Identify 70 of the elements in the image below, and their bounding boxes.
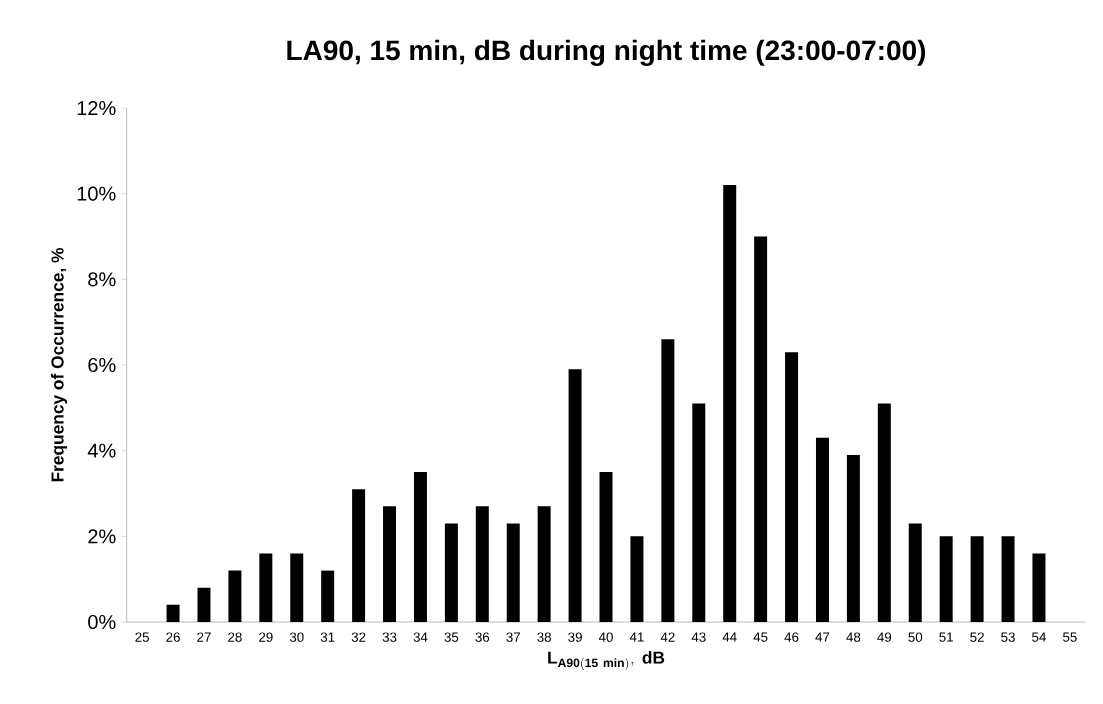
bar (692, 403, 706, 622)
x-tick-label: 35 (444, 632, 459, 642)
bar (1001, 536, 1015, 622)
bar (228, 570, 242, 622)
x-tick-label: 43 (691, 632, 706, 642)
bar (568, 369, 582, 622)
x-tick-label: 55 (1063, 632, 1077, 642)
bar (970, 536, 984, 622)
x-tick-label: 48 (846, 632, 861, 642)
bar (444, 523, 458, 622)
bar (290, 553, 304, 622)
x-tick-label: 28 (228, 632, 242, 642)
y-tick-label: 0% (88, 614, 116, 630)
y-tick-label: 8% (88, 272, 116, 287)
bar (321, 570, 335, 622)
bar (197, 587, 211, 622)
bar (166, 604, 180, 622)
x-tick-label: 42 (660, 632, 675, 642)
bar (383, 506, 397, 622)
x-tick-label: 31 (320, 632, 335, 642)
x-tick-label: 51 (939, 632, 953, 642)
x-tick-label: 47 (815, 632, 830, 642)
x-tick-label: 46 (784, 632, 799, 642)
bar (259, 553, 273, 622)
y-axis-title: Frequency of Occurrence, % (50, 247, 68, 482)
bar (815, 437, 829, 622)
x-tick-label: 25 (135, 632, 149, 642)
x-tick-label: 34 (413, 632, 428, 642)
bar (785, 352, 799, 622)
x-tick-label: 26 (166, 632, 180, 642)
x-axis-title: $\mathbf{L_{A90(15\ min)},\ dB}$ (548, 650, 665, 671)
x-tick-label: 36 (475, 632, 490, 642)
x-tick-label: 29 (259, 632, 273, 642)
bar (908, 523, 922, 622)
x-tick-label: 52 (970, 632, 984, 642)
bar (846, 454, 860, 622)
bar (506, 523, 520, 622)
bar (661, 339, 675, 622)
bar (877, 403, 891, 622)
chart-title: LA90, 15 min, dB during night time (23:00-07:00) (287, 39, 926, 66)
y-tick-label: 6% (88, 357, 116, 373)
x-tick-label: 44 (722, 632, 737, 642)
x-tick-label: 33 (382, 632, 397, 642)
bar (537, 506, 551, 622)
x-tick-label: 39 (568, 632, 582, 642)
bar (939, 536, 953, 622)
bar (630, 536, 644, 622)
bar (475, 506, 489, 622)
bar (352, 489, 366, 622)
y-tick-label: 10% (77, 186, 116, 201)
x-tick-label: 45 (753, 632, 768, 642)
x-tick-label: 54 (1032, 632, 1046, 642)
x-tick-label: 32 (351, 632, 366, 642)
bar (754, 236, 768, 622)
x-tick-label: 40 (598, 632, 613, 642)
x-tick-label: 49 (877, 632, 892, 642)
bar (723, 185, 737, 622)
bar (599, 472, 613, 622)
x-tick-label: 53 (1001, 632, 1015, 642)
y-tick-label: 12% (77, 100, 116, 116)
x-tick-label: 37 (506, 632, 520, 642)
bar (1032, 553, 1046, 622)
y-tick-label: 4% (87, 443, 116, 458)
x-tick-label: 27 (197, 632, 211, 642)
y-tick-label: 2% (88, 529, 116, 544)
bar (413, 472, 427, 622)
x-tick-label: 30 (289, 632, 304, 642)
x-tick-label: 38 (537, 632, 551, 642)
x-tick-label: 41 (629, 632, 644, 642)
x-tick-label: 50 (908, 632, 923, 642)
